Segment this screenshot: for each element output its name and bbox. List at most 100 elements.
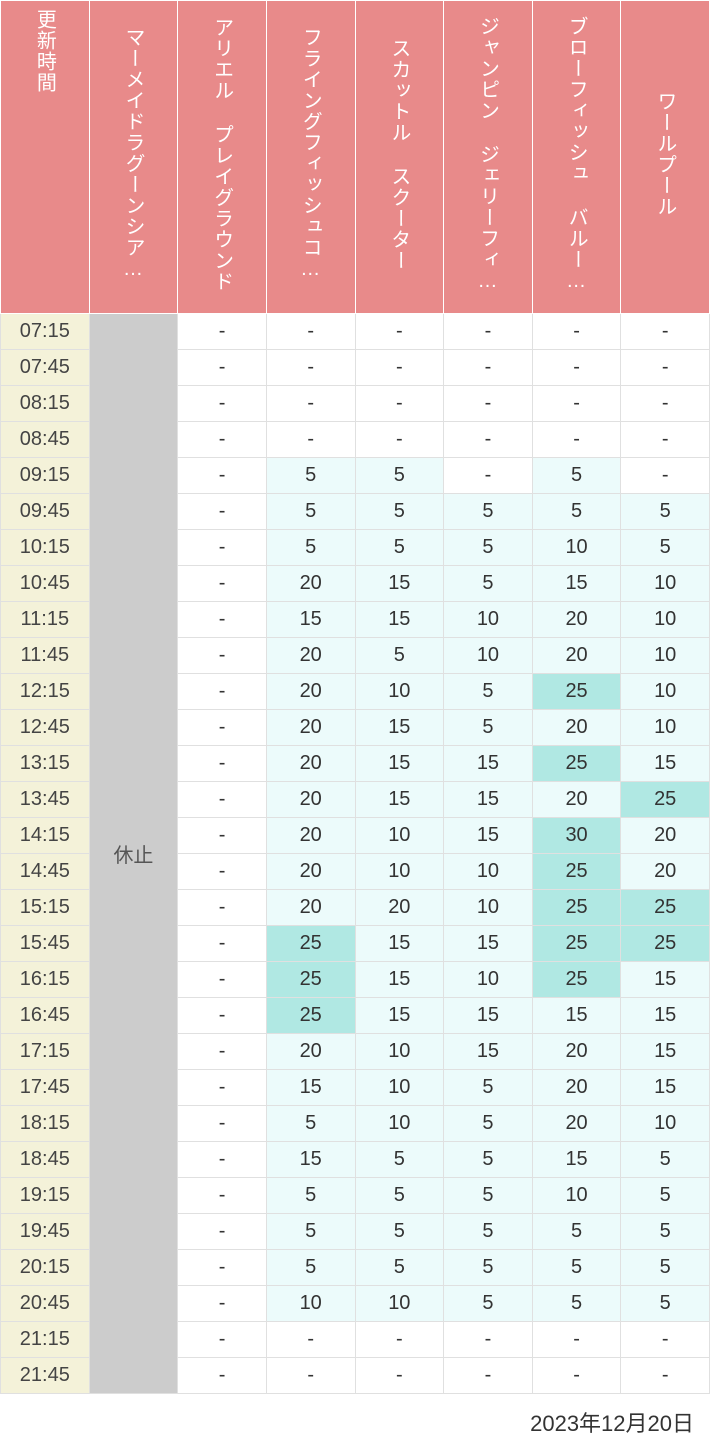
wait-cell-jumpin: 15 [444,782,533,818]
wait-cell-flying: 20 [266,854,355,890]
wait-cell-jumpin: 10 [444,854,533,890]
column-header-label: スカットル スクーター [385,9,414,299]
wait-cell-flying: - [266,1322,355,1358]
time-cell: 17:45 [1,1070,90,1106]
time-cell: 12:15 [1,674,90,710]
wait-cell-flying: 20 [266,818,355,854]
wait-cell-jumpin: 5 [444,1070,533,1106]
time-cell: 14:45 [1,854,90,890]
time-cell: 11:45 [1,638,90,674]
time-cell: 16:15 [1,962,90,998]
time-cell: 18:45 [1,1142,90,1178]
wait-cell-jumpin: 15 [444,926,533,962]
time-cell: 16:45 [1,998,90,1034]
wait-cell-ariel: - [178,782,267,818]
wait-cell-scuttle: 10 [355,818,444,854]
wait-cell-jumpin: 15 [444,998,533,1034]
wait-cell-jumpin: 10 [444,602,533,638]
wait-cell-flying: 5 [266,1106,355,1142]
wait-cell-jumpin: 5 [444,566,533,602]
wait-cell-whirl: 10 [621,566,710,602]
wait-cell-jumpin: 15 [444,1034,533,1070]
wait-cell-ariel: - [178,1358,267,1394]
wait-cell-ariel: - [178,458,267,494]
wait-cell-scuttle: - [355,1322,444,1358]
wait-cell-whirl: - [621,314,710,350]
wait-cell-scuttle: 10 [355,674,444,710]
wait-cell-ariel: - [178,566,267,602]
wait-cell-whirl: 25 [621,890,710,926]
wait-cell-whirl: 10 [621,674,710,710]
time-cell: 13:15 [1,746,90,782]
wait-cell-jumpin: - [444,1358,533,1394]
wait-cell-flying: 5 [266,1250,355,1286]
wait-cell-blow: 25 [532,926,621,962]
wait-cell-scuttle: 5 [355,1214,444,1250]
wait-cell-jumpin: 10 [444,962,533,998]
wait-cell-ariel: - [178,602,267,638]
wait-cell-jumpin: 15 [444,818,533,854]
wait-cell-jumpin: 5 [444,494,533,530]
time-cell: 13:45 [1,782,90,818]
wait-cell-blow: - [532,422,621,458]
time-cell: 08:15 [1,386,90,422]
wait-cell-scuttle: 5 [355,1142,444,1178]
wait-cell-blow: 5 [532,494,621,530]
wait-cell-whirl: 25 [621,782,710,818]
wait-cell-flying: 20 [266,710,355,746]
wait-cell-whirl: - [621,386,710,422]
wait-cell-scuttle: 5 [355,494,444,530]
wait-cell-ariel: - [178,530,267,566]
wait-cell-scuttle: 10 [355,1106,444,1142]
wait-cell-flying: 20 [266,782,355,818]
time-cell: 12:45 [1,710,90,746]
wait-cell-ariel: - [178,1070,267,1106]
time-cell: 21:45 [1,1358,90,1394]
wait-cell-blow: 25 [532,854,621,890]
time-cell: 07:45 [1,350,90,386]
time-cell: 17:15 [1,1034,90,1070]
wait-cell-jumpin: - [444,422,533,458]
wait-cell-jumpin: 5 [444,1106,533,1142]
time-cell: 20:45 [1,1286,90,1322]
wait-cell-flying: 5 [266,1178,355,1214]
wait-cell-whirl: 5 [621,1178,710,1214]
time-cell: 19:15 [1,1178,90,1214]
wait-cell-flying: 20 [266,674,355,710]
wait-cell-jumpin: 5 [444,1250,533,1286]
column-header-whirl: ワールプール [621,1,710,314]
wait-cell-jumpin: 5 [444,1286,533,1322]
wait-cell-flying: - [266,314,355,350]
wait-cell-blow: 25 [532,890,621,926]
wait-cell-blow: 20 [532,638,621,674]
wait-cell-flying: 20 [266,890,355,926]
wait-cell-flying: 5 [266,458,355,494]
wait-cell-blow: - [532,314,621,350]
column-header-label: フライングフィッシュコ… [296,9,325,299]
wait-cell-scuttle: 15 [355,782,444,818]
wait-cell-ariel: - [178,1214,267,1250]
wait-cell-blow: 5 [532,1214,621,1250]
wait-cell-ariel: - [178,494,267,530]
wait-cell-whirl: 10 [621,602,710,638]
wait-cell-ariel: - [178,1286,267,1322]
wait-cell-flying: 20 [266,566,355,602]
time-cell: 15:45 [1,926,90,962]
column-header-ariel: アリエル プレイグラウンド [178,1,267,314]
wait-cell-jumpin: - [444,350,533,386]
wait-cell-scuttle: 5 [355,1178,444,1214]
wait-cell-ariel: - [178,746,267,782]
column-header-label: アリエル プレイグラウンド [208,9,237,299]
wait-cell-jumpin: 5 [444,1178,533,1214]
wait-cell-jumpin: - [444,314,533,350]
wait-cell-scuttle: 20 [355,890,444,926]
wait-cell-flying: - [266,350,355,386]
wait-cell-blow: 5 [532,458,621,494]
wait-cell-whirl: 10 [621,710,710,746]
wait-cell-whirl: 10 [621,1106,710,1142]
time-cell: 11:15 [1,602,90,638]
wait-time-table: 更新時間マーメイドラグーンシア…アリエル プレイグラウンドフライングフィッシュコ… [0,0,710,1394]
wait-cell-scuttle: 10 [355,1286,444,1322]
wait-cell-blow: 25 [532,746,621,782]
column-header-scuttle: スカットル スクーター [355,1,444,314]
